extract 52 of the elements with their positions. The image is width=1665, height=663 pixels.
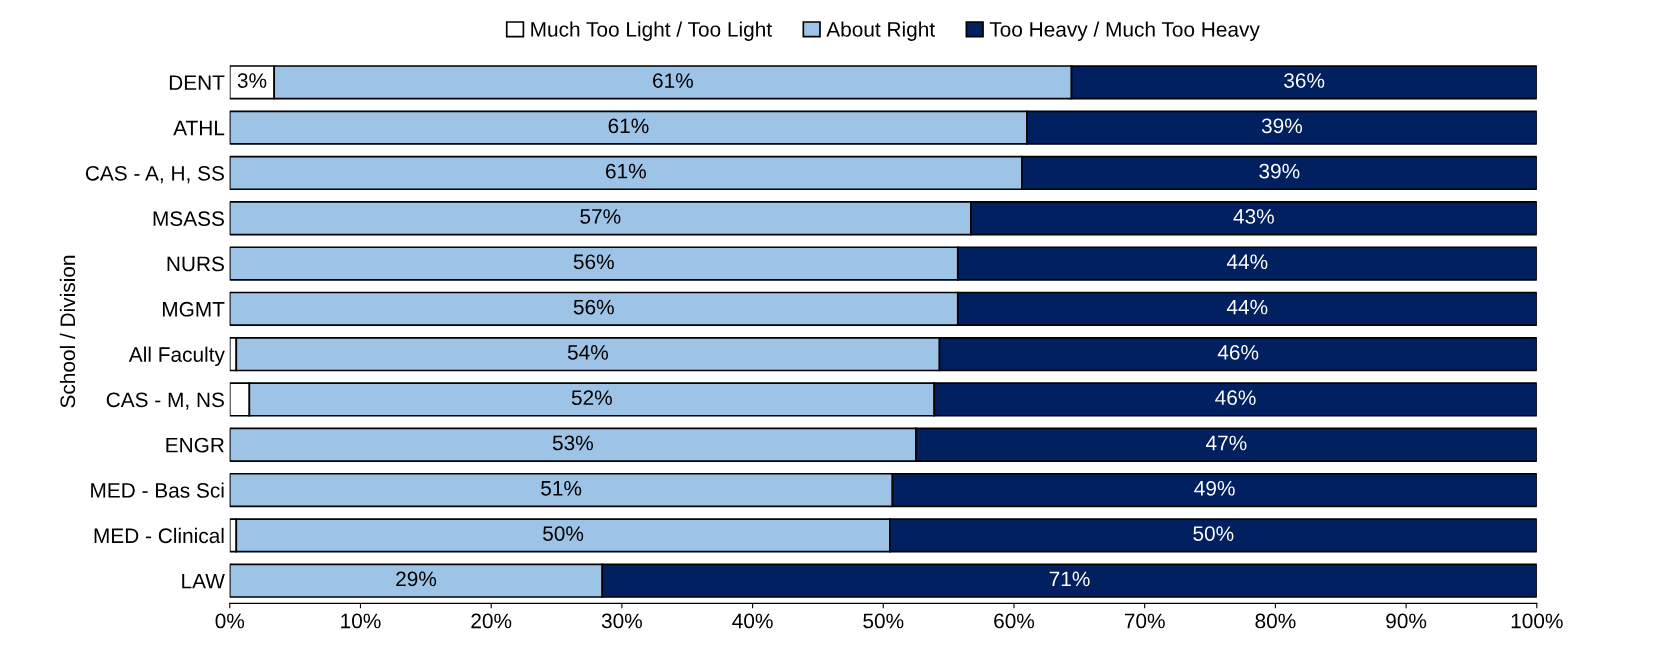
x-tick-label: 70%	[1124, 613, 1165, 629]
y-tick-label: DENT	[169, 75, 225, 90]
x-tick-label: 90%	[1386, 613, 1427, 629]
x-tick-label: 100%	[1511, 613, 1563, 629]
y-tick-label: ATHL	[173, 120, 225, 136]
y-tick-label: LAW	[182, 573, 225, 589]
data-label: 50%	[1193, 526, 1234, 541]
data-label: 44%	[1226, 254, 1268, 270]
x-tick-label: 10%	[341, 613, 381, 629]
data-label: 29%	[396, 571, 437, 587]
data-label: 36%	[1284, 73, 1325, 88]
data-label: 56%	[573, 254, 614, 270]
data-label: 51%	[541, 481, 582, 496]
y-tick-label: NURS	[167, 256, 224, 272]
y-tick-label: MGMT	[162, 301, 225, 317]
data-label: 50%	[543, 526, 584, 541]
data-label: 49%	[1194, 480, 1235, 496]
x-tick-label: 80%	[1255, 613, 1296, 629]
legend-label: About Right	[826, 21, 935, 41]
data-label: 44%	[1226, 299, 1268, 315]
data-label: 43%	[1233, 209, 1274, 224]
data-label: 61%	[606, 163, 646, 179]
y-tick-label: MED - Bas Sci	[91, 482, 224, 498]
y-tick-label: CAS - M, NS	[106, 392, 224, 410]
y-tick-label: ENGR	[166, 437, 224, 453]
data-label: 46%	[1217, 344, 1259, 360]
data-label: 57%	[580, 209, 621, 224]
y-axis-title: School / Division	[59, 255, 76, 408]
data-label: 3%	[237, 73, 267, 88]
x-tick-label: 30%	[601, 613, 642, 629]
data-label: 54%	[567, 345, 608, 360]
y-tick-label: MSASS	[153, 211, 224, 226]
data-label: 47%	[1206, 435, 1247, 451]
data-label: 71%	[1049, 571, 1090, 587]
x-tick-label: 20%	[471, 613, 512, 629]
data-label: 61%	[653, 73, 693, 88]
x-tick-label: 0%	[215, 613, 245, 629]
data-label: 52%	[571, 390, 612, 406]
y-tick-label: CAS - A, H, SS	[85, 165, 224, 184]
x-tick-label: 50%	[863, 613, 904, 629]
data-label: 56%	[573, 299, 614, 315]
data-label: 53%	[552, 435, 593, 451]
y-tick-label: All Faculty	[128, 346, 225, 367]
data-label: 46%	[1215, 390, 1256, 406]
data-label: 61%	[608, 118, 649, 134]
legend-label: Much Too Light / Too Light	[531, 21, 772, 41]
data-label: 39%	[1259, 163, 1300, 179]
x-tick-label: 40%	[732, 613, 773, 629]
x-tick-label: 60%	[994, 613, 1035, 629]
y-tick-label: MED - Clinical	[94, 527, 224, 544]
data-label: 39%	[1261, 118, 1303, 134]
legend-label: Too Heavy / Much Too Heavy	[989, 21, 1260, 41]
